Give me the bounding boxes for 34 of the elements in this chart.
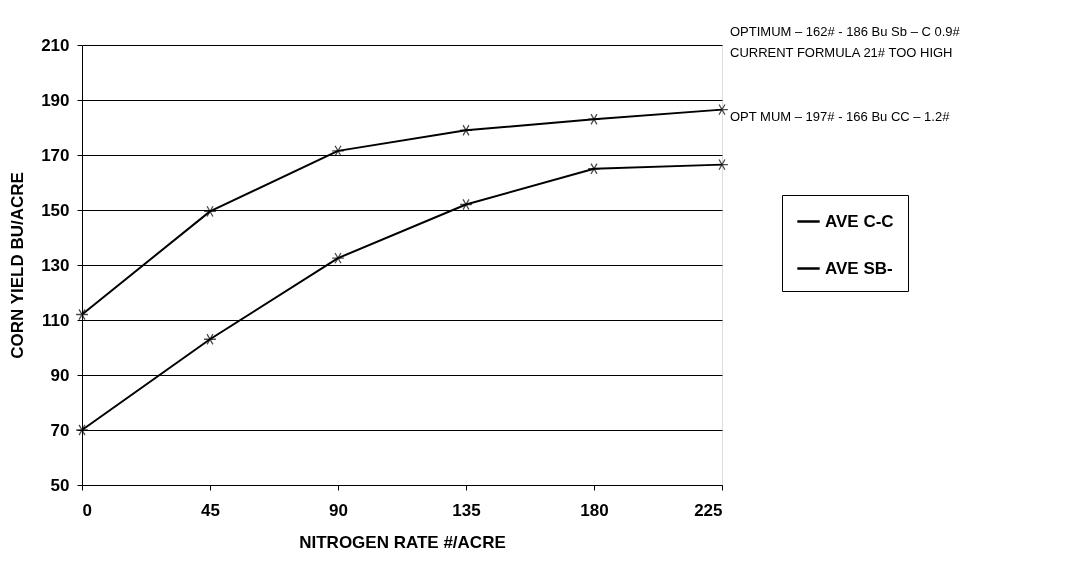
point	[459, 198, 473, 211]
y-tick-label: 150	[41, 200, 70, 220]
y-tick-label: 190	[41, 90, 70, 110]
point	[715, 158, 729, 171]
x-axis-title: NITROGEN RATE #/ACRE	[299, 532, 506, 552]
text: CURRENT FORMULA 21# TOO HIGH	[730, 45, 953, 60]
x-tick-label: 135	[452, 500, 481, 520]
point	[203, 205, 217, 218]
x-tick-label: 0	[82, 500, 92, 520]
x-tick-label: 45	[201, 500, 220, 520]
legend-label: AVE SB-	[825, 258, 893, 278]
point	[203, 333, 217, 346]
point	[587, 113, 601, 126]
y-axis-title: CORN YIELD BU/ACRE	[8, 172, 28, 359]
point	[75, 424, 89, 436]
y-tick-label: 130	[41, 255, 70, 275]
x-tick-label: 90	[329, 500, 348, 520]
y-tick-label: 210	[41, 35, 70, 55]
y-tick-label: 170	[41, 145, 70, 165]
point	[715, 103, 729, 116]
y-tick-label: 50	[50, 475, 70, 495]
point	[75, 308, 89, 321]
point	[331, 145, 345, 157]
x-tick-label: 225	[694, 500, 723, 520]
legend-label: AVE C-C	[825, 211, 894, 231]
x-tick-label: 180	[580, 500, 609, 520]
text: OPT MUM – 197# - 166 Bu CC – 1.2#	[730, 109, 951, 124]
y-tick-label: 90	[50, 365, 70, 385]
point	[331, 252, 345, 264]
point	[459, 124, 473, 137]
point	[587, 162, 601, 175]
y-tick-label: 110	[42, 310, 70, 330]
text: OPTIMUM – 162# - 186 Bu Sb – C 0.9#	[730, 24, 961, 39]
y-tick-label: 70	[50, 420, 70, 440]
